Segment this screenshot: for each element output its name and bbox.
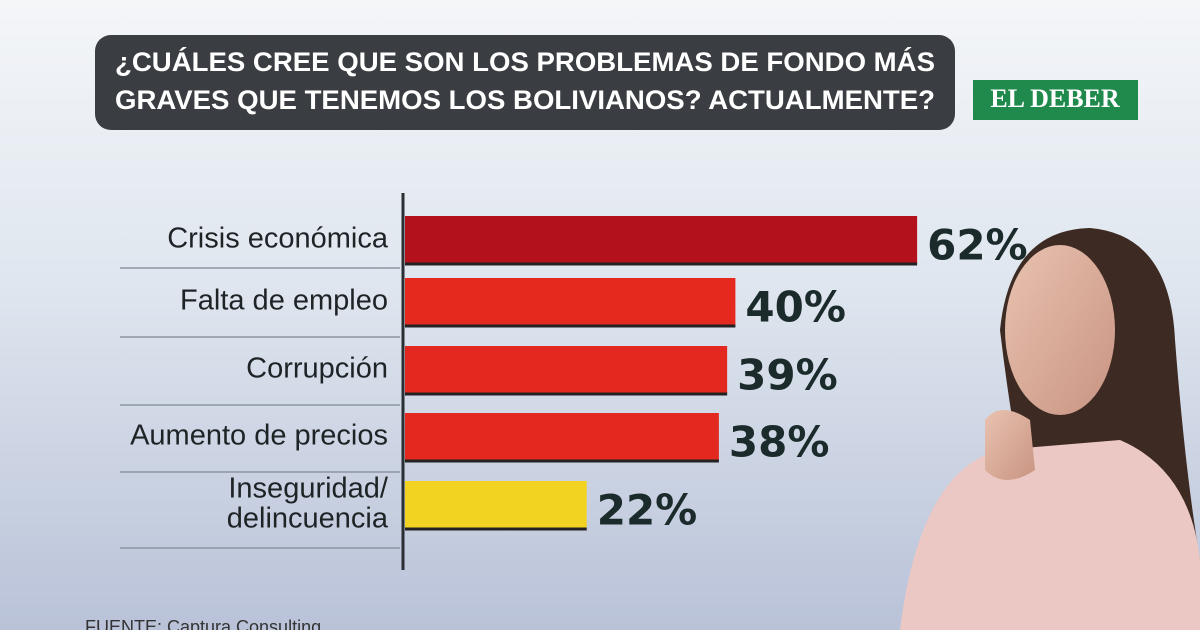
bar	[405, 278, 736, 326]
value-label: 40%	[745, 283, 846, 332]
category-label: Crisis económica	[167, 223, 389, 255]
bar	[405, 413, 719, 461]
chart-title: GRAVES QUE TENEMOS LOS BOLIVIANOS? ACTUA…	[115, 85, 935, 115]
source: FUENTE: Captura Consulting	[85, 617, 321, 630]
category-label: delincuencia	[227, 503, 389, 535]
logo-box	[973, 80, 1138, 120]
bar	[405, 481, 587, 529]
category-label: Falta de empleo	[180, 285, 388, 317]
category-label: Inseguridad/	[228, 473, 389, 505]
category-label: Aumento de precios	[130, 420, 388, 452]
chart-title: ¿CUÁLES CREE QUE SON LOS PROBLEMAS DE FO…	[115, 46, 935, 77]
bar	[405, 216, 918, 264]
logo: EL DEBER	[990, 84, 1120, 113]
value-label: 22%	[597, 486, 698, 535]
illustration	[900, 228, 1200, 630]
bar	[405, 346, 728, 394]
value-label: 62%	[927, 221, 1028, 270]
category-label: Corrupción	[246, 353, 388, 385]
value-label: 39%	[737, 351, 838, 400]
value-label: 38%	[729, 418, 830, 467]
title-box	[95, 35, 955, 130]
